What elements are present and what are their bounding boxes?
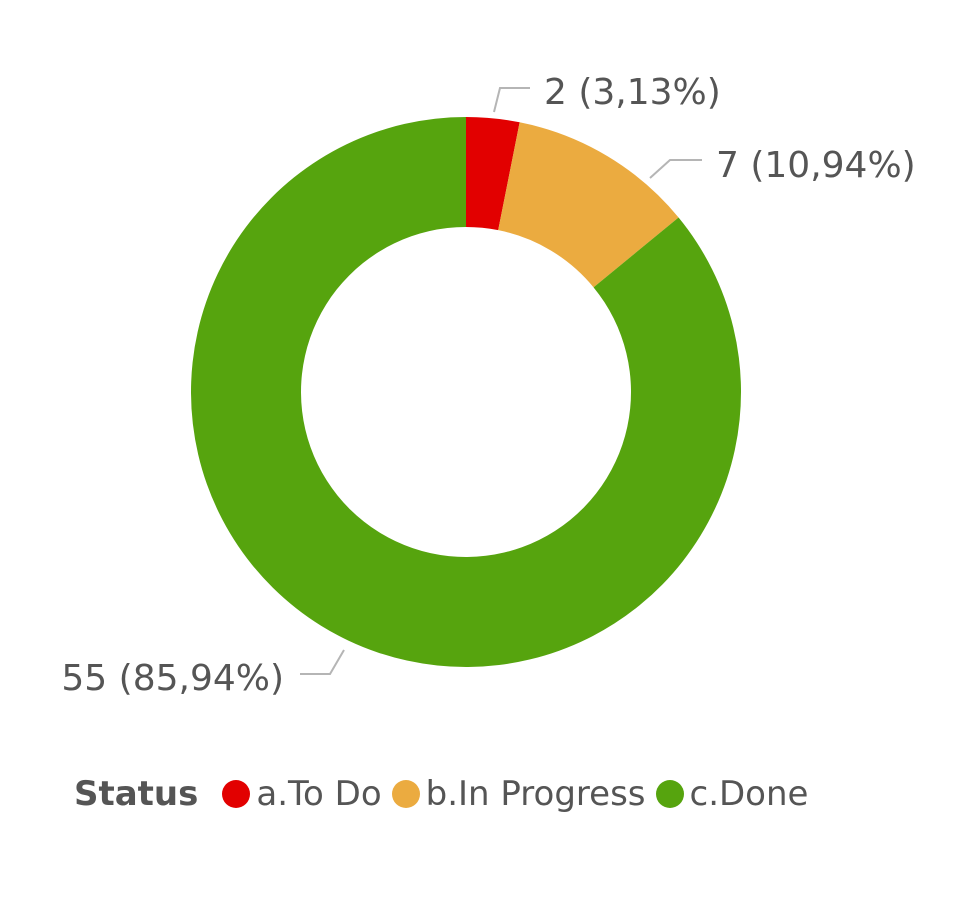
slice-to-do[interactable] — [466, 117, 520, 231]
slice-done[interactable] — [191, 117, 742, 668]
slice-in-progress[interactable] — [498, 122, 679, 288]
legend-swatch-to-do — [222, 780, 251, 808]
data-label-in-progress: 7 (10,94%) — [716, 145, 916, 186]
legend-item-to-do[interactable]: a.To Do — [222, 774, 382, 814]
legend-title: Status — [74, 774, 199, 814]
leader-line-in-progress — [649, 159, 702, 179]
legend-swatch-done — [655, 780, 684, 808]
legend: Status a.To Do b.In Progress c.Done — [74, 774, 818, 814]
leader-line-done — [300, 649, 345, 675]
legend-item-done[interactable]: c.Done — [655, 774, 809, 814]
legend-label-in-progress: b.In Progress — [425, 774, 646, 814]
legend-label-to-do: a.To Do — [256, 774, 382, 814]
legend-label-done: c.Done — [689, 774, 809, 814]
legend-item-in-progress[interactable]: b.In Progress — [391, 774, 646, 814]
donut-chart: 2 (3,13%) 7 (10,94%) 55 (85,94%) — [61, 72, 916, 699]
data-label-to-do: 2 (3,13%) — [544, 72, 721, 113]
leader-line-to-do — [493, 87, 530, 113]
data-label-done: 55 (85,94%) — [61, 658, 284, 699]
legend-swatch-in-progress — [391, 780, 420, 808]
